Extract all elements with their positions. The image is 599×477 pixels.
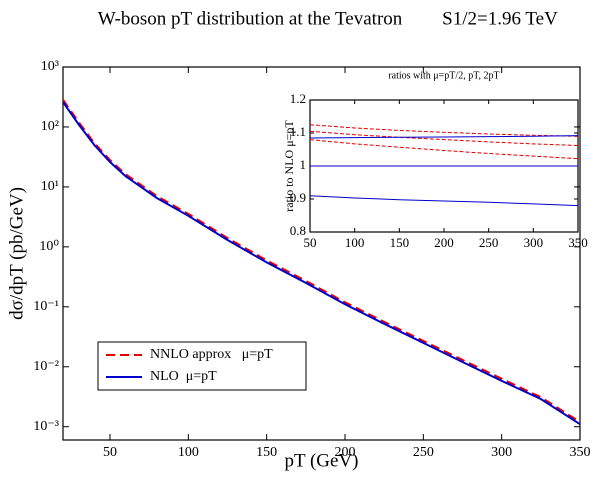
legend-box xyxy=(97,341,307,391)
x-tick-label: 150 xyxy=(390,235,410,250)
y-tick-label: 10⁻¹ xyxy=(33,299,59,314)
plot-frame xyxy=(62,66,581,441)
series-line xyxy=(309,135,579,139)
series-line xyxy=(309,130,579,146)
x-tick-label: 350 xyxy=(570,445,591,460)
legend-label: NNLO approx μ=pT xyxy=(150,347,273,362)
series-line xyxy=(309,195,579,207)
legend-label: NLO μ=pT xyxy=(150,369,217,384)
x-tick-label: 100 xyxy=(345,235,365,250)
x-tick-label: 50 xyxy=(304,235,317,250)
x-tick-label: 300 xyxy=(491,445,512,460)
y-axis-label: dσ/dpT (pb/GeV) xyxy=(6,187,27,320)
y-tick-label: 0.9 xyxy=(290,190,306,205)
x-tick-label: 250 xyxy=(413,445,434,460)
x-axis-label: pT (GeV) xyxy=(284,450,358,471)
y-tick-label: 10⁰ xyxy=(39,239,59,254)
y-tick-label: 1.2 xyxy=(290,91,306,106)
y-tick-label: 1.1 xyxy=(290,124,306,139)
y-axis-label: ratio to NLO μ=pT xyxy=(282,120,296,212)
x-tick-label: 150 xyxy=(256,445,277,460)
y-tick-label: 10² xyxy=(41,119,59,134)
x-tick-label: 300 xyxy=(524,235,544,250)
chart-subtitle: S1/2=1.96 TeV xyxy=(442,8,558,29)
x-tick-label: 200 xyxy=(434,235,454,250)
y-tick-label: 10¹ xyxy=(41,179,59,194)
series-line xyxy=(309,139,579,160)
series-line xyxy=(309,124,579,137)
y-tick-label: 10³ xyxy=(41,59,59,74)
y-tick-label: 0.8 xyxy=(290,223,306,238)
series-line xyxy=(62,99,581,423)
y-tick-label: 10⁻³ xyxy=(33,419,59,434)
x-tick-label: 250 xyxy=(479,235,499,250)
x-tick-label: 350 xyxy=(568,235,588,250)
y-tick-label: 1 xyxy=(300,157,307,172)
x-tick-label: 100 xyxy=(178,445,199,460)
chart-title: W-boson pT distribution at the Tevatron xyxy=(98,8,403,29)
x-tick-label: 200 xyxy=(335,445,356,460)
inset-title: ratios with μ=pT/2, pT, 2pT xyxy=(388,70,499,81)
x-tick-label: 50 xyxy=(103,445,117,460)
series-line xyxy=(62,101,581,426)
y-tick-label: 10⁻² xyxy=(33,359,59,374)
